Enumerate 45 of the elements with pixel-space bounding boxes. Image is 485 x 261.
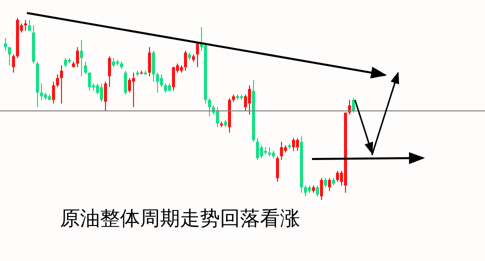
candlestick [336,170,339,182]
candlestick [112,58,115,68]
candlestick [268,146,271,157]
candlestick [216,106,219,128]
candlestick [280,141,283,160]
candlestick [152,50,155,82]
candlestick [52,81,55,104]
candlestick [132,72,135,108]
candlestick [276,156,279,182]
candlestick [208,98,211,117]
candlestick [108,56,111,88]
candlestick [76,46,79,68]
candlestick [296,138,299,152]
candlestick [184,50,187,72]
candlestick [56,74,59,88]
candlestick [156,72,159,94]
candlestick [60,64,63,104]
candlestick [324,178,327,188]
candlestick [292,138,295,152]
candlestick [160,74,163,88]
candlestick [260,144,263,159]
candlestick [64,58,67,68]
candlestick [320,178,323,200]
candlestick [84,61,87,75]
text: 原油整体周期走势回落看涨 [60,205,300,232]
candlestick [80,39,83,77]
candlestick [4,38,7,52]
candlestick [104,81,107,112]
candlestick [148,46,151,77]
candlestick [328,178,331,192]
candlestick [40,83,43,100]
candlestick [304,184,307,197]
candlestick [164,83,167,94]
candlestick [256,138,259,160]
candlestick [352,98,355,114]
candlestick [24,19,27,32]
candlestick [124,70,127,95]
candlestick [12,54,15,74]
candlestick [128,78,131,94]
candlestick [8,46,11,66]
candlestick [88,72,91,92]
candlestick [316,184,319,197]
candlestick [248,84,251,115]
candlestick [100,83,103,102]
candlestick [172,66,175,92]
